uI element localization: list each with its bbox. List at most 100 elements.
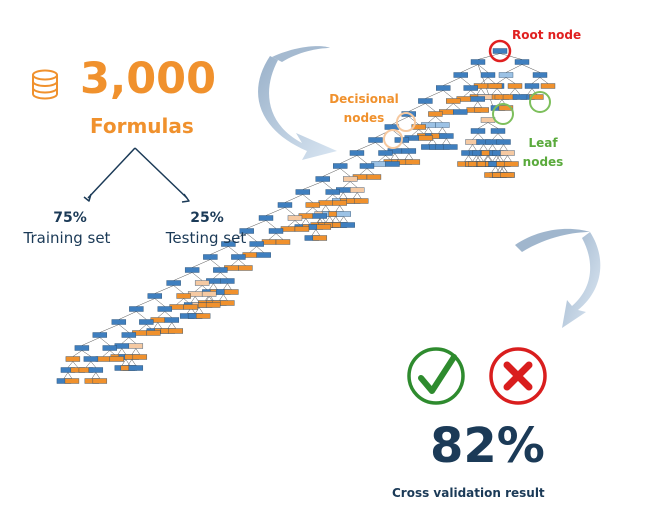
tree-edge <box>191 272 203 281</box>
tree-node <box>470 96 485 102</box>
decisional-node-highlight-2 <box>383 129 403 149</box>
tree-node <box>88 367 104 373</box>
tree-node <box>498 105 514 111</box>
tree-node <box>354 198 369 204</box>
tree-node <box>411 124 426 130</box>
tree-edge <box>219 294 224 301</box>
tree-edge <box>350 181 358 188</box>
tree-edge <box>408 103 426 112</box>
tree-edge <box>194 285 203 292</box>
tree-edge <box>401 142 410 149</box>
tree-edge <box>503 166 508 173</box>
tree-edge <box>408 116 419 125</box>
tree-node <box>258 215 274 221</box>
tree-node <box>439 133 454 139</box>
tree-node <box>532 72 548 78</box>
tree-edge <box>499 155 504 162</box>
tree-edge <box>154 298 165 307</box>
tree-edge <box>265 207 286 216</box>
tree-edge <box>321 205 326 212</box>
tree-node <box>201 291 217 297</box>
tree-node <box>109 356 125 362</box>
tree-edge <box>468 155 473 162</box>
tree-edge <box>339 216 344 223</box>
tree-edge <box>507 155 512 162</box>
leaf-nodes-label: Leaf nodes <box>518 134 568 172</box>
tree-node <box>336 211 351 217</box>
tree-edge <box>356 142 376 151</box>
tree-edge <box>411 129 419 136</box>
tree-node <box>325 189 340 195</box>
tree-edge <box>428 116 436 123</box>
tree-edge <box>223 294 228 301</box>
tree-edge <box>305 218 311 225</box>
tree-edge <box>95 372 101 379</box>
tree-edge <box>443 77 461 86</box>
tree-edge <box>238 259 246 266</box>
tree-edge <box>343 181 351 188</box>
tree-node <box>220 278 235 284</box>
tree-edge <box>81 337 100 346</box>
accuracy-label: Cross validation result <box>392 486 545 500</box>
tree-node <box>239 228 254 234</box>
tree-edge <box>464 155 469 162</box>
tree-edge <box>135 348 141 355</box>
tree-node <box>500 172 515 178</box>
tree-node <box>65 356 81 362</box>
tree-edge <box>157 311 165 318</box>
tree-node <box>498 72 514 78</box>
tree-node <box>205 302 221 308</box>
tree-node <box>184 267 200 273</box>
tree-edge <box>63 372 69 379</box>
tree-node <box>183 304 198 310</box>
tree-edge <box>480 77 489 84</box>
tree-edge <box>495 155 500 162</box>
tree-edge <box>432 138 437 145</box>
tree-edge <box>480 88 486 95</box>
tree-edge <box>167 322 173 329</box>
tree-edge <box>275 233 284 240</box>
tree-node <box>378 150 393 156</box>
tree-node <box>312 213 328 219</box>
tree-node <box>195 313 211 319</box>
tree-node <box>343 176 358 182</box>
tree-edge <box>339 205 344 212</box>
tree-node <box>213 267 228 273</box>
tree-edge <box>408 153 414 160</box>
tree-edge <box>85 361 92 368</box>
tree-edge <box>301 218 307 225</box>
tree-edge <box>425 90 444 99</box>
tree-edge <box>477 53 501 60</box>
tree-edge <box>453 103 461 110</box>
decisional-nodes-label: Decisional nodes <box>327 90 401 128</box>
tree-edge <box>514 88 521 95</box>
tree-edge <box>499 144 504 151</box>
tree-edge <box>479 144 484 151</box>
tree-edge <box>194 307 200 314</box>
tree-edge <box>268 233 277 240</box>
tree-node <box>261 239 277 245</box>
curved-arrow-to-result <box>562 232 601 328</box>
tree-edge <box>210 259 221 268</box>
leaf-label-line1: Leaf <box>528 136 558 150</box>
tree-edge <box>338 192 344 199</box>
tree-edge <box>468 144 473 151</box>
tree-node <box>166 280 181 286</box>
tree-edge <box>366 168 375 175</box>
tree-node <box>92 332 108 338</box>
tree-edge <box>500 166 505 173</box>
tree-edge <box>99 337 110 346</box>
tree-node <box>164 317 180 323</box>
tree-edge <box>425 103 436 112</box>
tree-edge <box>176 298 184 305</box>
tree-edge <box>136 298 155 307</box>
tree-node <box>332 200 347 206</box>
tree-edge <box>246 220 267 229</box>
tree-edge <box>128 337 136 344</box>
decisional-label-line2: nodes <box>343 111 385 126</box>
tree-edge <box>527 88 533 95</box>
tree-edge <box>446 138 451 145</box>
database-icon <box>32 69 58 100</box>
leaf-node-highlight-2 <box>529 91 551 113</box>
tree-edge <box>473 101 478 108</box>
